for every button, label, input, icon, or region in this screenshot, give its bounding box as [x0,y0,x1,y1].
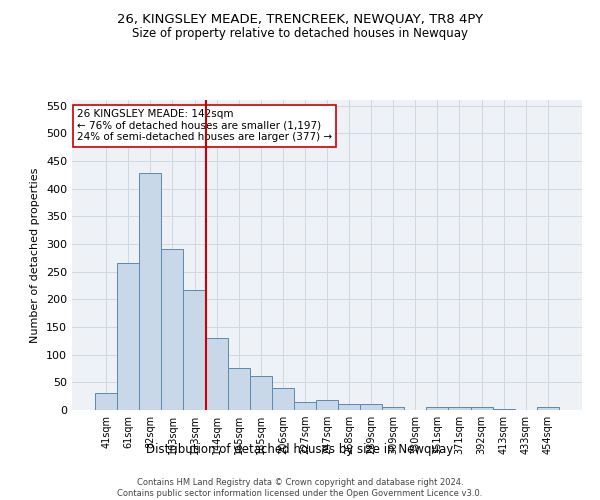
Bar [272,388,294,410]
Bar [470,407,493,410]
Bar [206,338,227,410]
Text: Contains HM Land Registry data © Crown copyright and database right 2024.
Contai: Contains HM Land Registry data © Crown c… [118,478,482,498]
Bar [427,407,448,410]
Text: 26 KINGSLEY MEADE: 142sqm
← 76% of detached houses are smaller (1,197)
24% of se: 26 KINGSLEY MEADE: 142sqm ← 76% of detac… [77,110,332,142]
Y-axis label: Number of detached properties: Number of detached properties [31,168,40,342]
Bar [448,407,470,410]
Text: Distribution of detached houses by size in Newquay: Distribution of detached houses by size … [146,442,454,456]
Bar [493,409,515,410]
Bar [338,404,360,410]
Bar [139,173,161,410]
Bar [95,394,117,410]
Bar [161,250,184,410]
Bar [294,402,316,410]
Text: Size of property relative to detached houses in Newquay: Size of property relative to detached ho… [132,28,468,40]
Bar [250,376,272,410]
Bar [117,264,139,410]
Bar [537,407,559,410]
Bar [382,407,404,410]
Bar [227,368,250,410]
Bar [360,404,382,410]
Bar [316,400,338,410]
Text: 26, KINGSLEY MEADE, TRENCREEK, NEWQUAY, TR8 4PY: 26, KINGSLEY MEADE, TRENCREEK, NEWQUAY, … [117,12,483,26]
Bar [184,290,206,410]
